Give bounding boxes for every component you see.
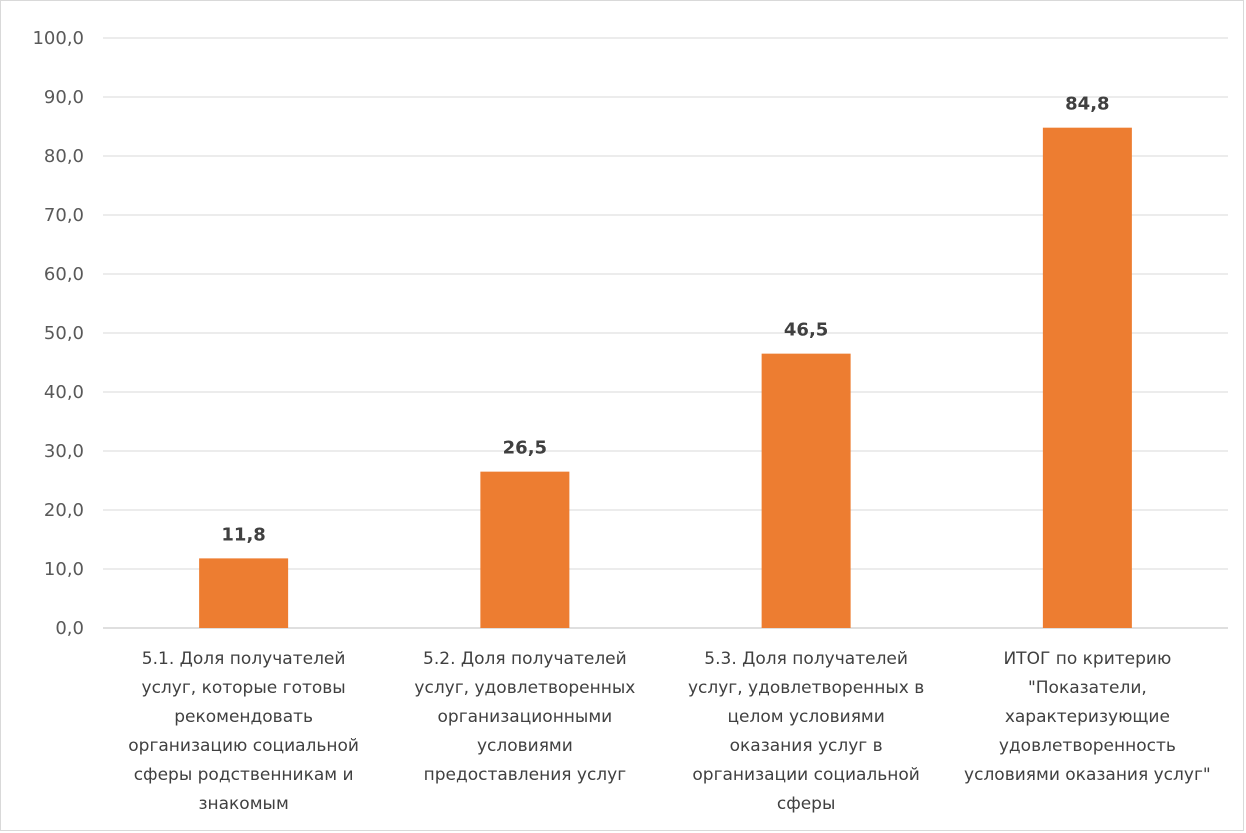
y-tick-label: 40,0 — [44, 382, 84, 403]
category-label: 5.1. Доля получателей услуг, которые гото… — [128, 649, 359, 814]
data-label: 11,8 — [221, 524, 265, 545]
y-tick-label: 20,0 — [44, 500, 84, 521]
category-label-line: услуг, удовлетворенных в — [688, 678, 924, 698]
data-label: 84,8 — [1065, 94, 1109, 115]
y-tick-label: 60,0 — [44, 264, 84, 285]
category-label-line: 5.3. Доля получателей — [704, 649, 908, 669]
category-label-line: "Показатели, — [1028, 678, 1147, 698]
y-tick-label: 50,0 — [44, 323, 84, 344]
bar[interactable] — [199, 558, 289, 628]
category-label-line: 5.1. Доля получателей — [142, 649, 346, 669]
category-label-line: организацию социальной — [128, 736, 359, 756]
bar[interactable] — [761, 353, 851, 628]
y-tick-label: 0,0 — [55, 618, 84, 639]
category-label-line: условиями — [477, 736, 573, 756]
y-tick-label: 80,0 — [44, 146, 84, 167]
category-label-line: сферы — [777, 794, 836, 814]
category-label-line: целом условиями — [727, 707, 884, 727]
y-tick-label: 90,0 — [44, 87, 84, 108]
category-label-line: знакомым — [198, 794, 288, 814]
category-label-line: рекомендовать — [174, 707, 313, 727]
category-label-line: удовлетворенность — [999, 736, 1176, 756]
category-label-line: предоставления услуг — [424, 765, 627, 785]
category-label-line: 5.2. Доля получателей — [423, 649, 627, 669]
category-label-line: услуг, которые готовы — [142, 678, 346, 698]
category-label: 5.3. Доля получателей услуг, удовлетворен… — [688, 649, 924, 814]
category-label-line: характеризующие — [1005, 707, 1170, 727]
category-label: ИТОГ по критерию "Показатели, характеризую… — [964, 649, 1211, 785]
category-label-line: оказания услуг в — [730, 736, 883, 756]
category-label-line: условиями оказания услуг" — [964, 765, 1211, 785]
bar[interactable] — [1042, 127, 1132, 629]
category-label-line: организации социальной — [692, 765, 919, 785]
y-tick-label: 70,0 — [44, 205, 84, 226]
bar[interactable] — [480, 471, 570, 628]
y-tick-label: 30,0 — [44, 441, 84, 462]
data-label: 26,5 — [503, 438, 547, 459]
category-label: 5.2. Доля получателей услуг, удовлетворен… — [414, 649, 635, 785]
y-tick-label: 100,0 — [32, 28, 84, 49]
category-label-line: ИТОГ по критерию — [1003, 649, 1171, 669]
category-label-line: услуг, удовлетворенных — [414, 678, 635, 698]
category-label-line: организационными — [438, 707, 613, 727]
data-label: 46,5 — [784, 320, 828, 341]
y-tick-label: 10,0 — [44, 559, 84, 580]
category-label-line: сферы родственникам и — [134, 765, 354, 785]
